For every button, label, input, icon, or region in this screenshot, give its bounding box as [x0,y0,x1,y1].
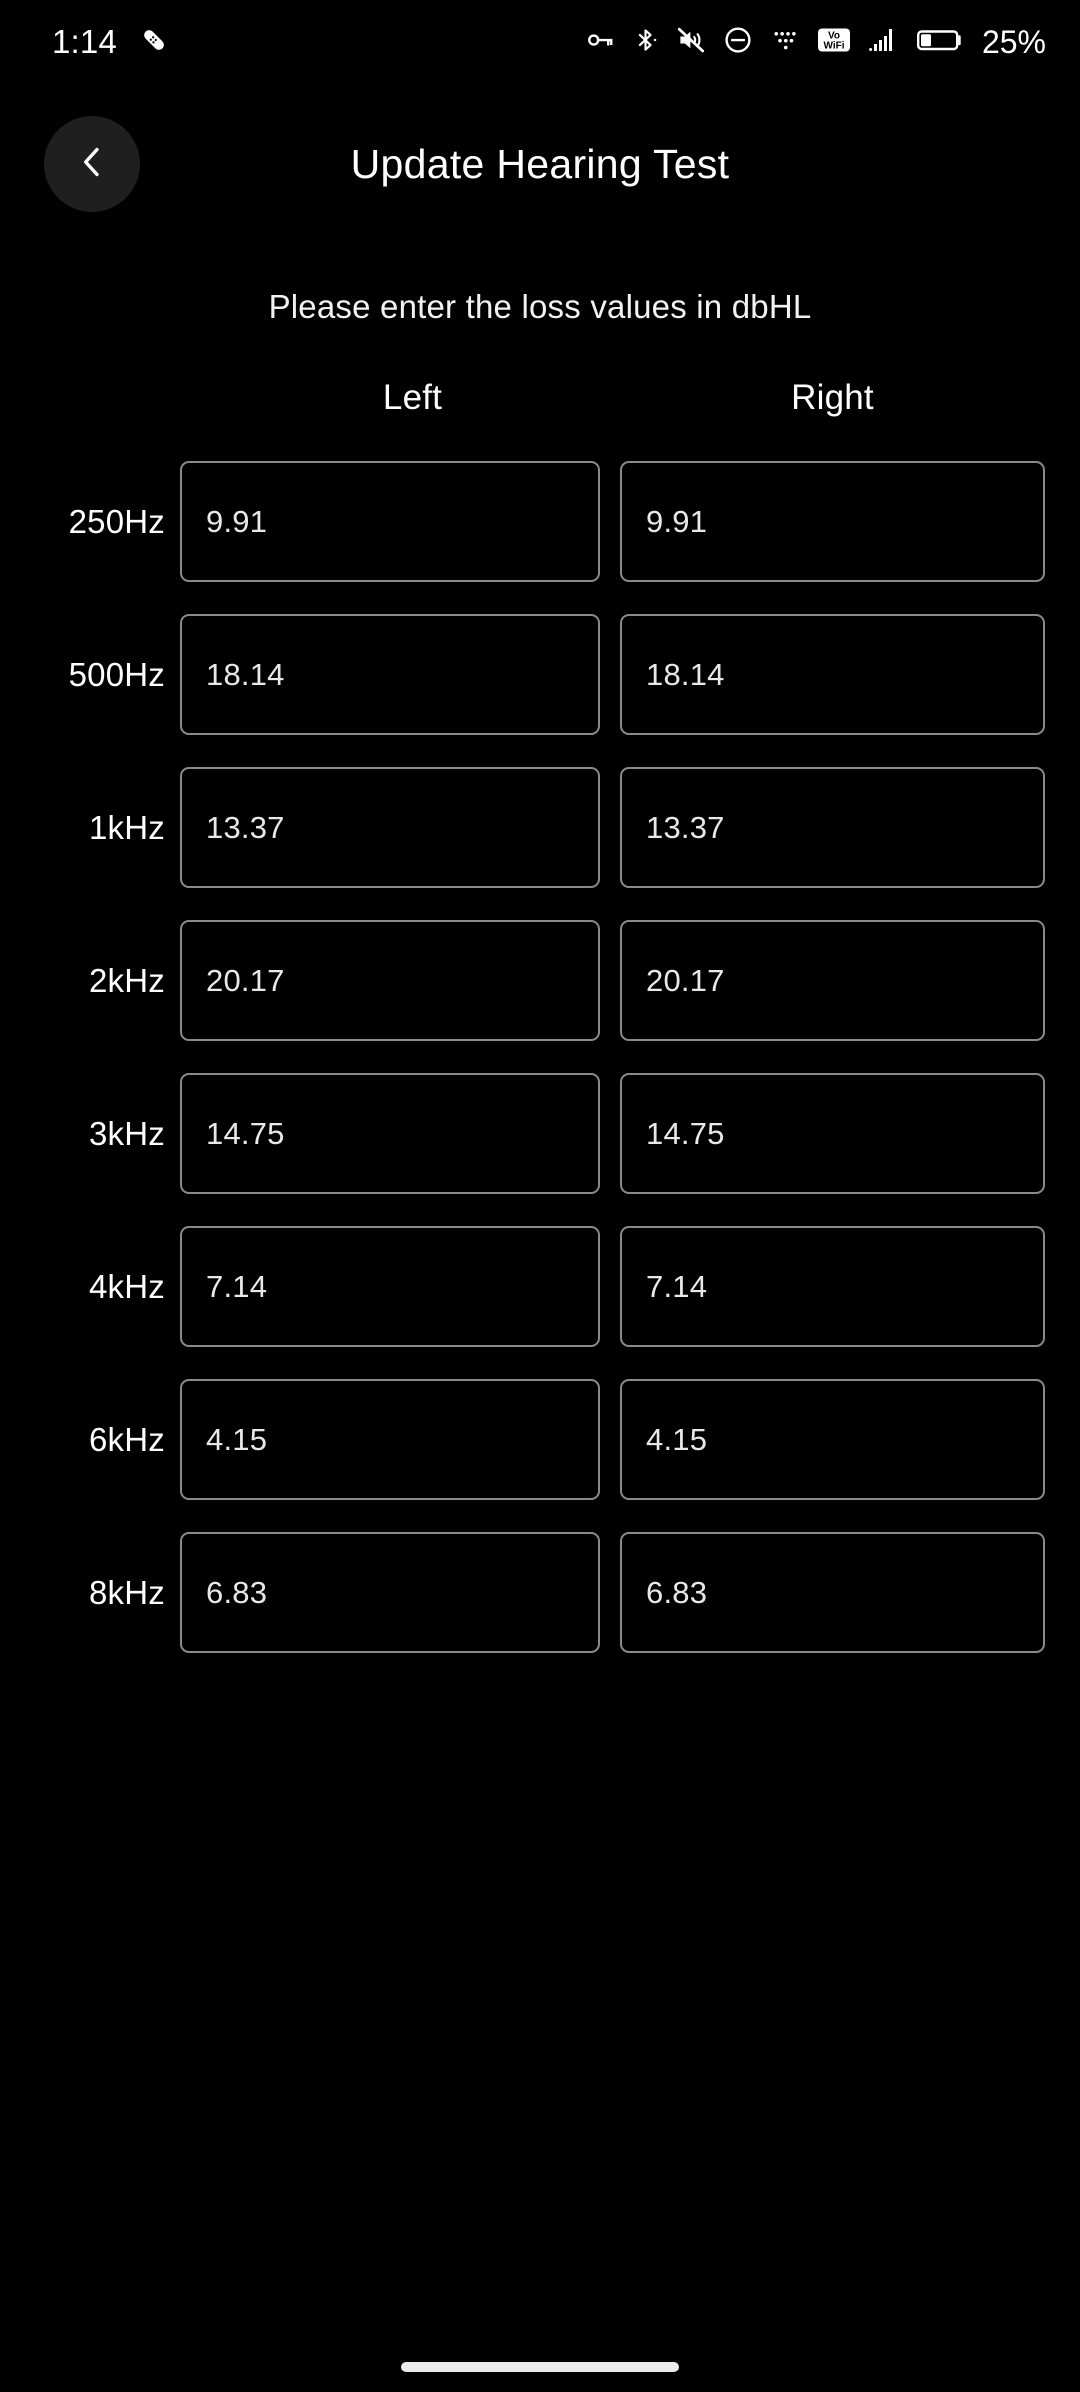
table-row: 6kHz 4.15 4.15 [0,1379,1080,1532]
frequency-label-2khz: 2kHz [89,961,165,999]
loss-value-left-4khz: 7.14 [206,1268,268,1304]
loss-value-right-500hz: 18.14 [646,656,725,692]
loss-value-right-1khz: 13.37 [646,809,725,845]
status-bar-right: Vo WiFi 25% [585,24,1046,61]
vowifi-icon: Vo WiFi [817,25,851,60]
loss-value-right-250hz: 9.91 [646,503,708,539]
bandage-icon [139,25,169,60]
frequency-label-6khz: 6kHz [89,1420,165,1458]
loss-input-left-2khz[interactable]: 20.17 [180,920,600,1041]
loss-input-right-1khz[interactable]: 13.37 [620,767,1045,888]
frequency-label-500hz: 500Hz [68,655,165,693]
table-row: 2kHz 20.17 20.17 [0,920,1080,1073]
page-title: Update Hearing Test [350,140,730,187]
loss-value-right-8khz: 6.83 [646,1574,708,1610]
do-not-disturb-icon [723,25,753,60]
instruction-text: Please enter the loss values in dbHL [268,288,812,325]
frequency-label-4khz: 4kHz [89,1267,165,1305]
column-header-right: Right [791,378,874,417]
loss-value-left-8khz: 6.83 [206,1574,268,1610]
loss-input-right-3khz[interactable]: 14.75 [620,1073,1045,1194]
column-headers: Left Right [0,378,1080,430]
loss-input-left-8khz[interactable]: 6.83 [180,1532,600,1653]
status-bar-left: 1:14 [52,23,169,61]
wifi-dots-icon [770,25,800,60]
loss-input-left-1khz[interactable]: 13.37 [180,767,600,888]
loss-value-right-4khz: 7.14 [646,1268,708,1304]
loss-value-left-3khz: 14.75 [206,1115,285,1151]
loss-value-right-6khz: 4.15 [646,1421,708,1457]
loss-value-left-2khz: 20.17 [206,962,285,998]
table-row: 8kHz 6.83 6.83 [0,1532,1080,1685]
table-row: 500Hz 18.14 18.14 [0,614,1080,767]
table-row: 1kHz 13.37 13.37 [0,767,1080,920]
loss-value-left-1khz: 13.37 [206,809,285,845]
home-indicator[interactable] [401,2362,679,2372]
table-row: 250Hz 9.91 9.91 [0,461,1080,614]
column-header-left: Left [382,378,443,417]
frequency-label-8khz: 8kHz [89,1573,165,1611]
loss-input-right-4khz[interactable]: 7.14 [620,1226,1045,1347]
hearing-test-table: 250Hz 9.91 9.91 500Hz 18.14 18.14 1kHz 1… [0,461,1080,1685]
loss-input-right-8khz[interactable]: 6.83 [620,1532,1045,1653]
loss-input-right-500hz[interactable]: 18.14 [620,614,1045,735]
battery-icon [916,25,963,60]
app-header: Update Hearing Test [0,116,1080,212]
loss-input-right-6khz[interactable]: 4.15 [620,1379,1045,1500]
table-row: 4kHz 7.14 7.14 [0,1226,1080,1379]
back-button[interactable] [44,116,140,212]
loss-input-right-2khz[interactable]: 20.17 [620,920,1045,1041]
table-row: 3kHz 14.75 14.75 [0,1073,1080,1226]
frequency-label-1khz: 1kHz [89,808,165,846]
loss-input-left-250hz[interactable]: 9.91 [180,461,600,582]
status-bar: 1:14 [0,0,1080,84]
loss-input-left-6khz[interactable]: 4.15 [180,1379,600,1500]
vowifi-label-top: Vo [828,30,840,41]
loss-input-left-3khz[interactable]: 14.75 [180,1073,600,1194]
loss-value-left-6khz: 4.15 [206,1421,268,1457]
volume-muted-icon [676,25,706,60]
loss-value-right-3khz: 14.75 [646,1115,725,1151]
frequency-label-250hz: 250Hz [68,502,165,540]
chevron-left-icon [72,142,112,187]
status-bar-clock: 1:14 [52,23,118,60]
vowifi-label-bottom: WiFi [823,40,844,51]
loss-value-left-500hz: 18.14 [206,656,285,692]
frequency-label-3khz: 3kHz [89,1114,165,1152]
loss-input-left-4khz[interactable]: 7.14 [180,1226,600,1347]
cellular-signal-icon [868,25,900,60]
loss-value-left-250hz: 9.91 [206,503,268,539]
vpn-key-icon [585,25,615,60]
loss-input-right-250hz[interactable]: 9.91 [620,461,1045,582]
loss-value-right-2khz: 20.17 [646,962,725,998]
loss-input-left-500hz[interactable]: 18.14 [180,614,600,735]
battery-percent-label: 25% [981,23,1046,60]
bluetooth-icon [632,25,659,60]
